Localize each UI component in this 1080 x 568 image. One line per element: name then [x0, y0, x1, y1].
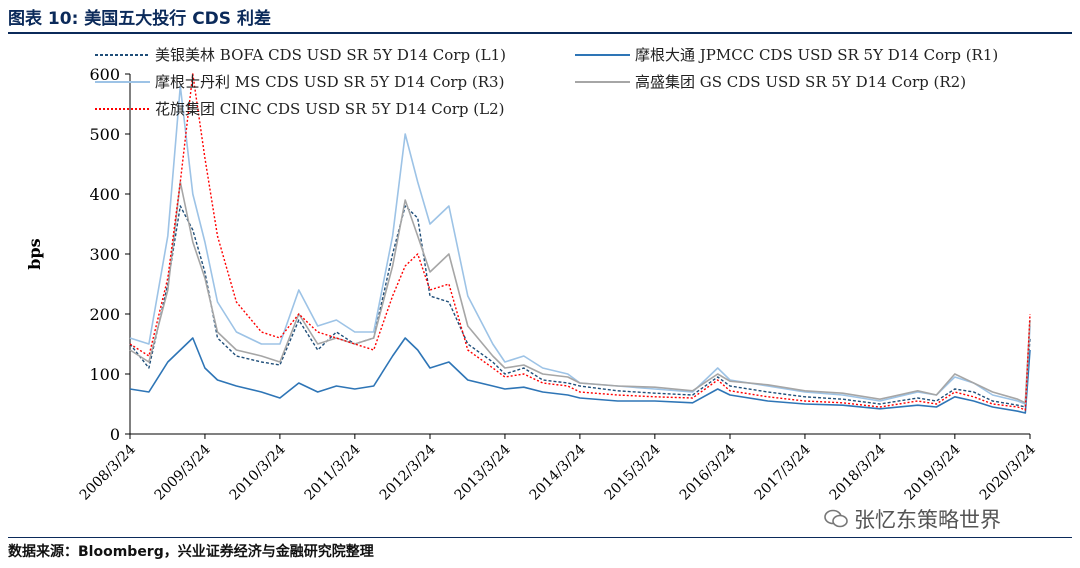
- x-tick-label: 2018/3/24: [827, 441, 889, 503]
- x-tick-label: 2020/3/24: [977, 441, 1039, 503]
- title-rule: [8, 32, 1072, 34]
- series-line-3: [129, 85, 1031, 405]
- x-tick-label: 2010/3/24: [227, 441, 289, 503]
- legend-label-4: 高盛集团 GS CDS USD SR 5Y D14 Corp (R2): [635, 73, 966, 91]
- x-tick-label: 2011/3/24: [302, 441, 364, 503]
- line-chart: 0 100 200 300 400 500 600 bps 2008/3/24 2009/3/24…: [25, 46, 1039, 504]
- y-tick-label: 600: [89, 65, 120, 84]
- x-tick-label: 2016/3/24: [677, 441, 739, 503]
- x-tick-label: 2014/3/24: [527, 441, 589, 503]
- y-tick-label: 300: [89, 245, 120, 264]
- source-rule: [8, 537, 1072, 538]
- y-axis-label: bps: [25, 238, 44, 269]
- series-line-2: [129, 337, 1031, 414]
- y-tick-label: 500: [89, 125, 120, 144]
- x-tick-label: 2009/3/24: [152, 441, 214, 503]
- y-tick-label: 200: [89, 305, 120, 324]
- y-tick-label: 0: [110, 425, 120, 444]
- source-note: 数据来源：Bloomberg，兴业证券经济与金融研究院整理: [8, 544, 374, 560]
- x-tick-label: 2012/3/24: [377, 441, 439, 503]
- legend-label-2: 摩根大通 JPMCC CDS USD SR 5Y D14 Corp (R1): [635, 46, 998, 64]
- series-line-4: [129, 181, 1031, 404]
- x-tick-label: 2008/3/24: [77, 441, 139, 503]
- wechat-icon: [824, 509, 848, 534]
- watermark: 张忆东策略世界: [824, 504, 1001, 534]
- x-tick-label: 2019/3/24: [902, 441, 964, 503]
- x-tick-label: 2017/3/24: [752, 441, 814, 503]
- legend-label-1: 美银美林 BOFA CDS USD SR 5Y D14 Corp (L1): [155, 46, 506, 64]
- x-tick-label: 2013/3/24: [452, 441, 514, 503]
- y-tick-label: 100: [89, 365, 120, 384]
- series-line-5: [129, 73, 1031, 411]
- x-tick-label: 2015/3/24: [602, 441, 664, 503]
- series-line-1: [129, 205, 1031, 408]
- legend-label-3: 摩根士丹利 MS CDS USD SR 5Y D14 Corp (R3): [155, 73, 504, 91]
- y-tick-label: 400: [89, 185, 120, 204]
- watermark-text: 张忆东策略世界: [854, 508, 1001, 532]
- legend-label-5: 花旗集团 CINC CDS USD SR 5Y D14 Corp (L2): [155, 100, 505, 118]
- chart-title: 图表 10: 美国五大投行 CDS 利差: [8, 9, 271, 29]
